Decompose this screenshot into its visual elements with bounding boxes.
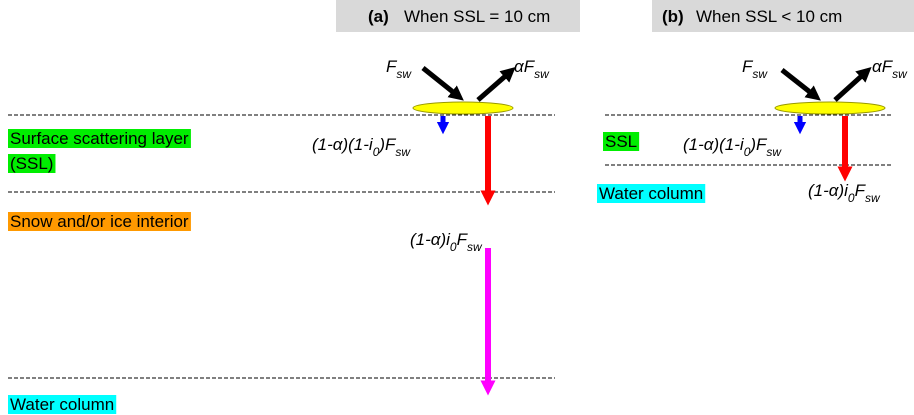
surface-ellipse <box>412 101 514 115</box>
layer-label: Water column <box>10 395 114 414</box>
label-highlight <box>8 154 56 173</box>
layer-label: SSL <box>605 132 637 151</box>
flux-label: Fsw <box>386 57 412 81</box>
surface-ellipse <box>774 101 886 115</box>
layer-label: Surface scattering layer <box>10 129 189 148</box>
label-highlight <box>8 395 117 414</box>
title-box <box>652 0 914 32</box>
label-highlight <box>8 212 191 231</box>
flux-label: (1-α)(1-i0)Fsw <box>312 135 411 159</box>
reflected-arrow <box>833 66 872 102</box>
reflected-arrow <box>476 67 516 102</box>
incoming-arrow <box>780 68 821 101</box>
label-highlight <box>8 129 191 148</box>
label-highlight <box>603 132 640 151</box>
panel-title: When SSL = 10 cm <box>404 7 550 26</box>
flux-label: αFsw <box>514 57 550 81</box>
flux-label: (1-α)i0Fsw <box>808 181 881 205</box>
incoming-arrow <box>421 66 464 101</box>
layer-label: (SSL) <box>10 154 53 173</box>
panel-label: (a) <box>368 7 389 26</box>
panel-title: When SSL < 10 cm <box>696 7 842 26</box>
layer-label: Snow and/or ice interior <box>10 212 189 231</box>
title-box <box>336 0 580 32</box>
label-highlight <box>597 184 706 203</box>
flux-label: αFsw <box>872 57 908 81</box>
flux-label: (1-α)i0Fsw <box>410 230 483 254</box>
layer-label: Water column <box>599 184 703 203</box>
flux-label: (1-α)(1-i0)Fsw <box>683 135 782 159</box>
panel-label: (b) <box>662 7 684 26</box>
flux-label: Fsw <box>742 57 768 81</box>
